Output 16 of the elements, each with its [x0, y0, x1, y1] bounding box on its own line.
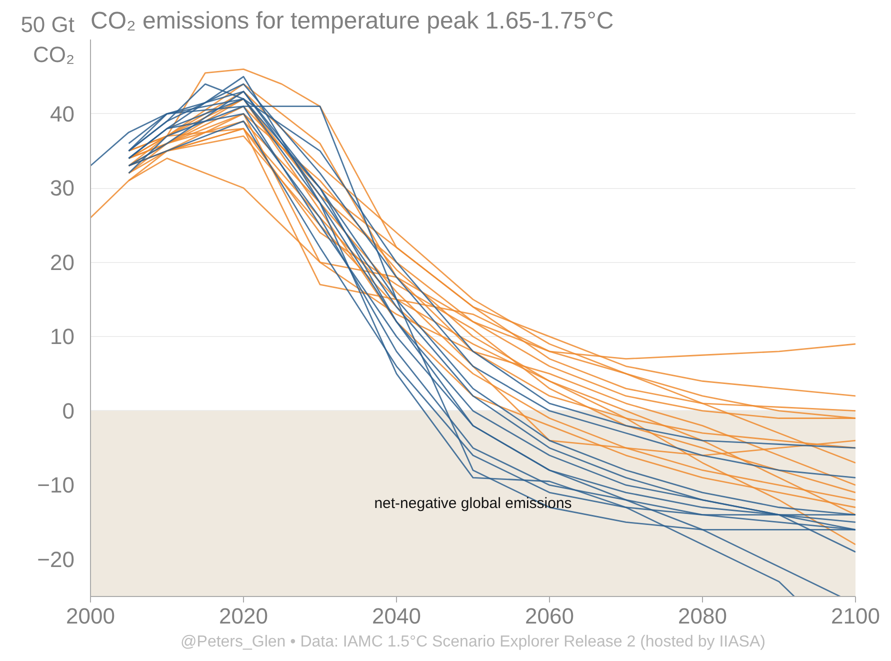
y-tick-label: −20	[37, 546, 75, 572]
y-tick-label: 10	[50, 324, 75, 350]
x-tick-label: 2060	[525, 604, 574, 628]
y-tick-label: 0	[62, 398, 75, 424]
y-tick-label: −10	[37, 472, 75, 498]
x-tick-label: 2100	[831, 604, 880, 628]
y-tick-label: 20	[50, 250, 75, 275]
y-tick-label: 50 Gt CO₂	[20, 12, 75, 67]
y-tick-label: 40	[50, 101, 75, 126]
x-tick-label: 2040	[372, 604, 421, 628]
x-tick-label: 2020	[219, 604, 268, 628]
x-tick-label: 2080	[678, 604, 727, 628]
x-tick-label: 2000	[66, 604, 115, 628]
text: @Peters_Glen • Data: IAMC 1.5°C Scenario Explorer Release 2 (hosted by IIASA)	[180, 634, 766, 650]
chart-title: CO₂ emissions for temperature peak 1.65-1.75°C	[90, 8, 614, 34]
y-tick-label: 30	[50, 176, 75, 201]
